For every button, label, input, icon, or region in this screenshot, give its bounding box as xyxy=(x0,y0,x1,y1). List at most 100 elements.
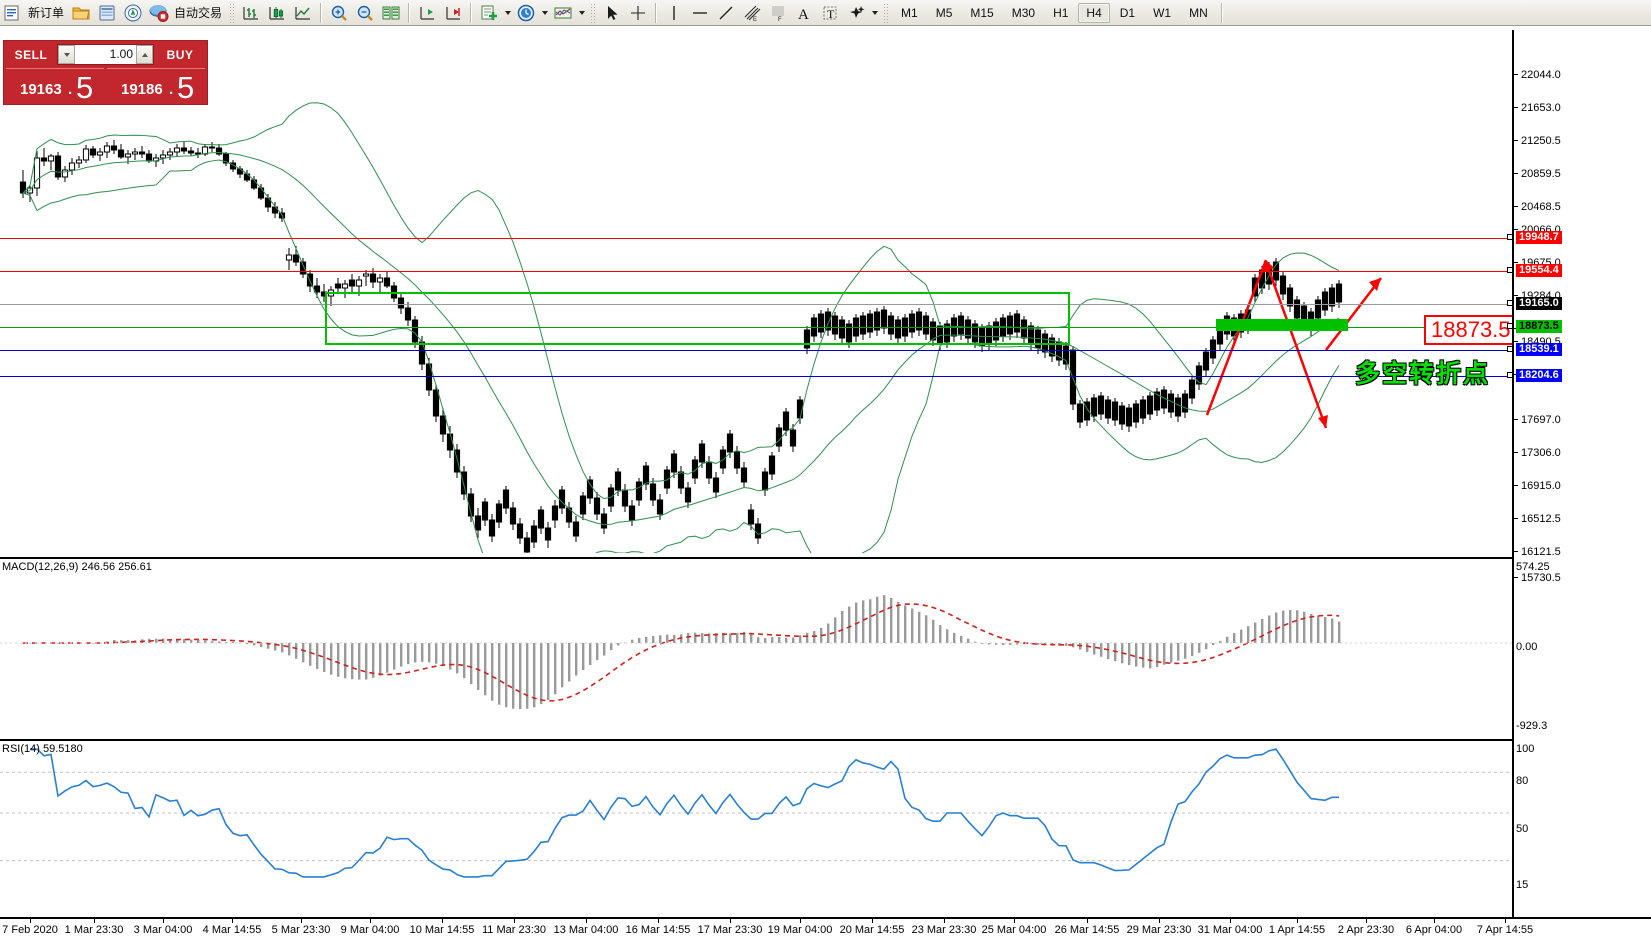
trendline-icon[interactable] xyxy=(713,1,739,25)
price-level-tag[interactable]: 18204.6 xyxy=(1507,369,1562,382)
zoom-out-icon[interactable] xyxy=(352,1,378,25)
tab-timeframe-h4[interactable]: H4 xyxy=(1078,2,1110,23)
toolbar-separator-2 xyxy=(408,2,411,23)
buy-button[interactable]: BUY xyxy=(166,47,194,62)
rsi-pane[interactable]: RSI(14) 59.5180 xyxy=(0,739,1512,917)
support-line-18873[interactable] xyxy=(0,327,1512,328)
chart-shift-icon[interactable] xyxy=(414,1,440,25)
bid-price[interactable]: 19163 . 5 xyxy=(6,68,104,103)
macd-histogram-bar xyxy=(288,643,291,656)
macd-histogram-bar xyxy=(834,617,837,643)
crosshair-icon[interactable] xyxy=(625,1,651,25)
period-dropdown-arrow[interactable] xyxy=(539,2,550,24)
cursor-icon[interactable] xyxy=(599,1,625,25)
data-window-icon[interactable] xyxy=(378,1,404,25)
price-level-tag[interactable]: 19554.4 xyxy=(1507,264,1562,277)
toolbar-grip-3[interactable] xyxy=(883,2,890,23)
lot-size-input[interactable]: 1.00 xyxy=(109,47,133,61)
time-label: 25 Mar 04:00 xyxy=(981,924,1047,936)
zoom-in-icon[interactable] xyxy=(326,1,352,25)
tab-timeframe-m15[interactable]: M15 xyxy=(970,5,994,20)
candle xyxy=(1090,394,1098,422)
level-drag-handle[interactable] xyxy=(1507,372,1513,378)
navigator-icon[interactable] xyxy=(120,1,146,25)
tab-timeframe-m30[interactable]: M30 xyxy=(1011,5,1036,20)
time-axis[interactable]: 7 Feb 2020 1 Mar 23:30 3 Mar 04:00 4 Mar 14… xyxy=(0,917,1651,944)
time-tick xyxy=(301,919,302,923)
level-drag-handle[interactable] xyxy=(1507,323,1513,329)
price-tick: 19284.0 xyxy=(1514,291,1561,302)
macd-histogram-bar xyxy=(939,625,942,643)
chart-canvas-area[interactable]: 18873.5 多空转折点 MACD(12,26,9) 246.56 256.6… xyxy=(0,30,1651,944)
toolbar-grip-2[interactable] xyxy=(590,2,597,23)
vertical-line-icon[interactable] xyxy=(661,1,687,25)
price-axis[interactable]: 22044.0 21653.0 21250.5 20859.5 20468.5 20066… xyxy=(1507,30,1651,917)
horizontal-line-icon[interactable] xyxy=(687,1,713,25)
new-order-label[interactable]: 新订单 xyxy=(28,6,65,20)
tab-timeframe-w1[interactable]: W1 xyxy=(1153,5,1172,20)
toolbar-grip[interactable] xyxy=(229,2,236,23)
tab-timeframe-m5[interactable]: M5 xyxy=(935,5,953,20)
ask-price[interactable]: 19186 . 5 xyxy=(107,68,205,103)
candle xyxy=(348,274,356,292)
sell-button[interactable]: SELL xyxy=(14,47,48,62)
candle xyxy=(460,466,468,500)
text-box-icon[interactable]: T xyxy=(817,1,843,25)
auto-scroll-icon[interactable] xyxy=(440,1,466,25)
price-level-tag[interactable]: 18539.1 xyxy=(1507,343,1562,356)
candle xyxy=(712,472,720,498)
level-drag-handle[interactable] xyxy=(1507,234,1513,240)
new-order-icon[interactable] xyxy=(0,1,26,25)
tab-timeframe-d1[interactable]: D1 xyxy=(1119,5,1136,20)
price-annotation-box[interactable]: 18873.5 xyxy=(1424,315,1518,345)
templates-dropdown-arrow[interactable] xyxy=(502,2,513,24)
line-chart-icon[interactable] xyxy=(290,1,316,25)
autotrading-label[interactable]: 自动交易 xyxy=(174,6,223,20)
candlestick-chart-icon[interactable] xyxy=(264,1,290,25)
tab-timeframe-m1[interactable]: M1 xyxy=(901,5,918,20)
macd-histogram-bar xyxy=(302,643,305,663)
equidistant-channel-icon[interactable]: E xyxy=(739,1,765,25)
indicators-dropdown-arrow[interactable] xyxy=(576,2,587,24)
bar-chart-icon[interactable] xyxy=(238,1,264,25)
resistance-line-19948[interactable] xyxy=(0,238,1512,239)
level-drag-handle[interactable] xyxy=(1507,267,1513,273)
level-drag-handle[interactable] xyxy=(1507,346,1513,352)
text-label-icon[interactable]: A xyxy=(791,1,817,25)
macd-histogram-bar xyxy=(155,638,158,643)
market-watch-icon[interactable] xyxy=(94,1,120,25)
macd-histogram-bar xyxy=(1317,615,1320,643)
lot-decrease-button[interactable] xyxy=(58,45,75,64)
tab-timeframe-h1[interactable]: H1 xyxy=(1053,5,1069,20)
support-line-18204[interactable] xyxy=(0,376,1512,377)
consolidation-rectangle[interactable] xyxy=(325,292,1070,345)
support-line-18539[interactable] xyxy=(0,350,1512,351)
macd-histogram-bar xyxy=(1205,643,1208,650)
period-separator-icon[interactable] xyxy=(513,1,539,25)
indicators-icon[interactable] xyxy=(550,1,576,25)
time-label: 6 Apr 04:00 xyxy=(1405,924,1463,936)
folder-icon[interactable] xyxy=(68,1,94,25)
macd-pane[interactable]: MACD(12,26,9) 246.56 256.61 xyxy=(0,557,1512,735)
drawings-dropdown-arrow[interactable] xyxy=(869,2,880,24)
one-click-trading-panel[interactable]: SELL 1.00 BUY 19163 . 5 19186 . 5 xyxy=(3,40,208,105)
price-level-tag[interactable]: 19165.0 xyxy=(1507,297,1562,310)
templates-icon[interactable] xyxy=(476,1,502,25)
macd-histogram-bar xyxy=(708,633,711,643)
drawings-icon[interactable] xyxy=(843,1,869,25)
lot-size-stepper[interactable]: 1.00 xyxy=(57,44,154,65)
rsi-line xyxy=(30,748,1339,878)
price-level-tag[interactable]: 18873.5 xyxy=(1507,320,1562,333)
level-drag-handle[interactable] xyxy=(1507,300,1513,306)
candle xyxy=(733,446,741,474)
price-level-tag[interactable]: 19948.7 xyxy=(1507,231,1562,244)
fibonacci-icon[interactable]: F xyxy=(765,1,791,25)
price-pane[interactable] xyxy=(0,30,1512,622)
trend-arrows[interactable] xyxy=(1205,259,1382,429)
autotrading-icon[interactable] xyxy=(146,1,172,25)
candle xyxy=(47,154,55,170)
lot-increase-button[interactable] xyxy=(136,45,153,64)
tab-timeframe-mn[interactable]: MN xyxy=(1189,5,1208,20)
resistance-line-19554[interactable] xyxy=(0,271,1512,272)
support-zone-bar[interactable] xyxy=(1216,319,1348,331)
